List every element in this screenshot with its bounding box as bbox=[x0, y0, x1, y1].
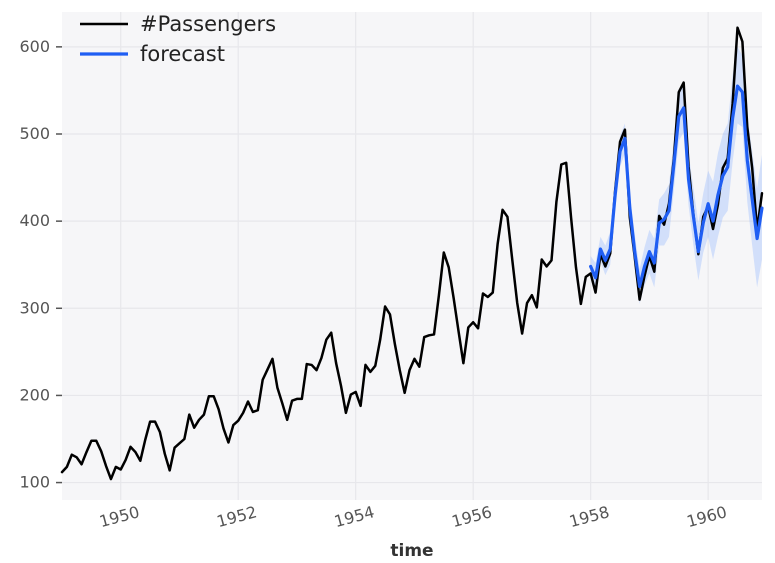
x-tick-label: 1958 bbox=[567, 502, 611, 531]
legend-label: #Passengers bbox=[140, 12, 276, 36]
x-tick-label: 1956 bbox=[450, 502, 494, 531]
y-tick-label: 400 bbox=[19, 211, 50, 230]
legend-label: forecast bbox=[140, 42, 225, 66]
y-tick-label: 500 bbox=[19, 124, 50, 143]
y-tick-label: 600 bbox=[19, 37, 50, 56]
chart-container: 100 200 300 400 500 600 1950 1952 1954 1956 1958 19… bbox=[0, 0, 775, 563]
line-chart: 100 200 300 400 500 600 1950 1952 1954 1956 1958 19… bbox=[0, 0, 775, 563]
x-tick-label: 1954 bbox=[332, 502, 376, 531]
y-tick-label: 100 bbox=[19, 473, 50, 492]
x-axis-label: time bbox=[390, 541, 433, 561]
y-tick-label: 300 bbox=[19, 298, 50, 317]
x-tick-label: 1952 bbox=[215, 502, 259, 531]
x-tick-label: 1950 bbox=[97, 502, 141, 531]
y-tick-label: 200 bbox=[19, 385, 50, 404]
x-tick-label: 1960 bbox=[685, 502, 729, 531]
